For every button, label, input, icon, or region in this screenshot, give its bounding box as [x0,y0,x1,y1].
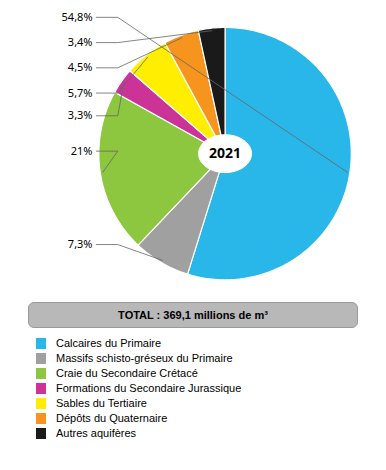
html-text:Craie du Secondaire Crétacé: Craie du Secondaire Crétacé [56,367,198,379]
svg-text:5,7%: 5,7% [68,85,93,100]
svg-text:4,5%: 4,5% [68,59,93,74]
html-text:Autres aquifères: Autres aquifères [56,427,137,439]
svg-text:21%: 21% [71,143,93,158]
svg-text:2021: 2021 [209,143,241,162]
html-text:Formations du Secondaire Juras: Formations du Secondaire Jurassique [56,382,242,394]
svg-text:3,3%: 3,3% [68,107,93,122]
svg-text:54,8%: 54,8% [62,9,93,24]
svg-text:7,3%: 7,3% [68,236,93,251]
svg-text:3,4%: 3,4% [68,34,93,49]
html-text:Dépôts du Quaternaire: Dépôts du Quaternaire [56,412,168,424]
html-text:Calcaires du Primaire: Calcaires du Primaire [56,337,162,349]
html-text:Sables du Tertiaire: Sables du Tertiaire [56,397,147,409]
html-text:TOTAL : 369,1 millions de m³: TOTAL : 369,1 millions de m³ [118,309,268,321]
html-text:Massifs schisto-gréseux du Pri: Massifs schisto-gréseux du Primaire [56,352,233,364]
